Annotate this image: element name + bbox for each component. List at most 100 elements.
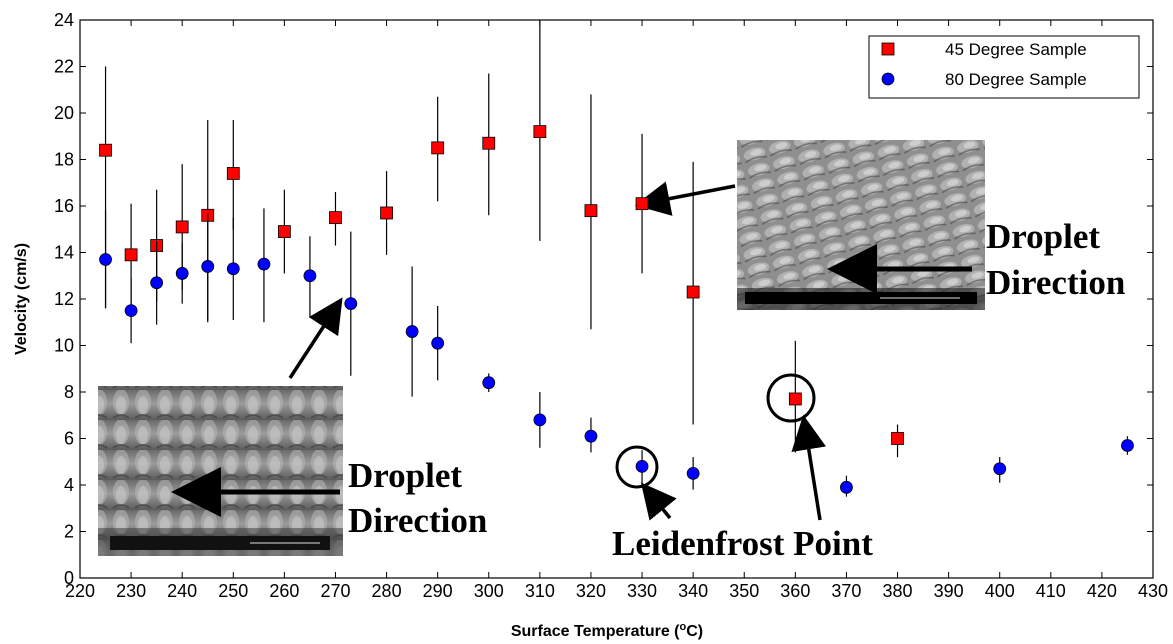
- data-point-45-degree: [175, 220, 189, 234]
- x-tick-label: 230: [116, 581, 146, 601]
- y-tick-label: 10: [54, 336, 74, 356]
- y-tick-label: 22: [54, 57, 74, 77]
- data-point-45-degree: [533, 125, 547, 138]
- x-tick-label: 340: [678, 581, 708, 601]
- leidenfrost-arrow-right: [791, 414, 827, 521]
- data-point-80-degree: [840, 480, 853, 494]
- data-point-80-degree: [405, 325, 419, 338]
- x-tick-label: 390: [934, 581, 964, 601]
- x-tick-label: 380: [883, 581, 913, 601]
- leidenfrost-circle-80: [615, 445, 659, 489]
- x-tick-labels: 220 230 240 250 260 270 280 290 300 310 320 330 340 3…: [65, 581, 1168, 601]
- x-tick-label: 350: [729, 581, 759, 601]
- y-tick-label: 0: [64, 568, 74, 588]
- data-point-80-degree: [150, 276, 164, 290]
- data-point-45-degree: [380, 206, 393, 220]
- data-point-80-degree: [993, 462, 1007, 476]
- droplet-direction-right-line2: Direction: [986, 263, 1125, 302]
- x-tick-label: 360: [780, 581, 810, 601]
- data-point-80-degree: [482, 376, 496, 390]
- data-point-45-degree: [226, 167, 240, 180]
- leidenfrost-circles: [615, 373, 816, 489]
- series-45-degree: [99, 20, 904, 458]
- legend-marker-45: [881, 42, 895, 56]
- data-point-80-degree: [175, 267, 189, 280]
- x-tick-label: 260: [269, 581, 299, 601]
- droplet-direction-left-line1: Droplet: [348, 456, 462, 495]
- y-tick-label: 20: [54, 103, 74, 123]
- y-tick-label: 12: [54, 289, 74, 309]
- x-axis-label: Surface Temperature (: [511, 623, 680, 640]
- x-tick-label: 430: [1138, 581, 1168, 601]
- data-point-45-degree: [635, 197, 649, 211]
- arrow-to-80-degree: [288, 297, 343, 379]
- data-point-80-degree: [686, 466, 700, 480]
- x-tick-label: 300: [474, 581, 504, 601]
- data-point-45-degree: [124, 248, 138, 262]
- y-tick-label: 8: [64, 382, 74, 402]
- x-axis-label-sup: o: [680, 621, 687, 633]
- legend-label-45: 45 Degree Sample: [945, 40, 1087, 59]
- x-tick-label: 270: [320, 581, 350, 601]
- x-tick-label: 290: [423, 581, 453, 601]
- y-tick-label: 24: [54, 10, 74, 30]
- leidenfrost-circle-45: [766, 373, 816, 423]
- x-tick-label: 280: [372, 581, 402, 601]
- data-point-45-degree: [482, 136, 496, 150]
- x-tick-label: 400: [985, 581, 1015, 601]
- y-axis-title: Velocity (cm/s): [13, 243, 30, 355]
- data-point-80-degree: [431, 336, 445, 350]
- data-point-80-degree: [635, 459, 649, 473]
- axis-ticks: [79, 19, 1154, 579]
- x-tick-label: 420: [1087, 581, 1117, 601]
- data-point-45-degree: [584, 204, 598, 218]
- data-point-45-degree: [277, 225, 291, 238]
- legend-marker-80: [881, 72, 895, 86]
- data-point-80-degree: [99, 253, 112, 266]
- sem-image-right: [737, 140, 985, 310]
- x-tick-label: 220: [65, 581, 95, 601]
- data-point-80-degree: [1121, 439, 1134, 452]
- droplet-direction-right-line1: Droplet: [986, 217, 1100, 256]
- y-tick-label: 4: [64, 475, 74, 495]
- data-point-80-degree: [303, 269, 317, 283]
- data-point-45-degree: [788, 392, 802, 406]
- x-axis-label-unit: C): [686, 623, 703, 640]
- x-tick-label: 330: [627, 581, 657, 601]
- y-tick-label: 18: [54, 150, 74, 170]
- data-point-80-degree: [201, 260, 215, 273]
- legend: 45 Degree Sample 80 Degree Sample: [868, 35, 1140, 99]
- y-tick-label: 14: [54, 243, 74, 263]
- x-tick-label: 310: [525, 581, 555, 601]
- x-tick-label: 320: [576, 581, 606, 601]
- data-point-45-degree: [891, 432, 904, 445]
- data-point-80-degree: [344, 297, 358, 311]
- data-point-45-degree: [329, 211, 342, 225]
- y-tick-label: 6: [64, 429, 74, 449]
- data-point-80-degree: [226, 262, 240, 276]
- data-point-80-degree: [124, 304, 138, 318]
- series-layer: [99, 20, 1134, 497]
- sem-image-left: [98, 386, 343, 556]
- droplet-direction-left-line2: Direction: [348, 501, 487, 540]
- x-tick-label: 410: [1036, 581, 1066, 601]
- x-tick-label: 250: [218, 581, 248, 601]
- data-point-80-degree: [533, 413, 547, 427]
- data-point-45-degree: [99, 143, 112, 157]
- data-point-80-degree: [584, 429, 598, 443]
- data-point-80-degree: [257, 257, 271, 271]
- leidenfrost-point-label: Leidenfrost Point: [612, 524, 873, 563]
- x-tick-label: 240: [167, 581, 197, 601]
- x-axis-title: Surface Temperature (oC): [511, 621, 703, 640]
- data-point-45-degree: [431, 141, 445, 155]
- leidenfrost-arrow-left: [640, 482, 677, 521]
- series-80-degree: [99, 208, 1134, 497]
- legend-box: [868, 35, 1140, 99]
- legend-label-80: 80 Degree Sample: [945, 70, 1087, 89]
- data-point-45-degree: [686, 285, 700, 299]
- x-tick-label: 370: [831, 581, 861, 601]
- y-tick-label: 2: [64, 522, 74, 542]
- y-tick-label: 16: [54, 196, 74, 216]
